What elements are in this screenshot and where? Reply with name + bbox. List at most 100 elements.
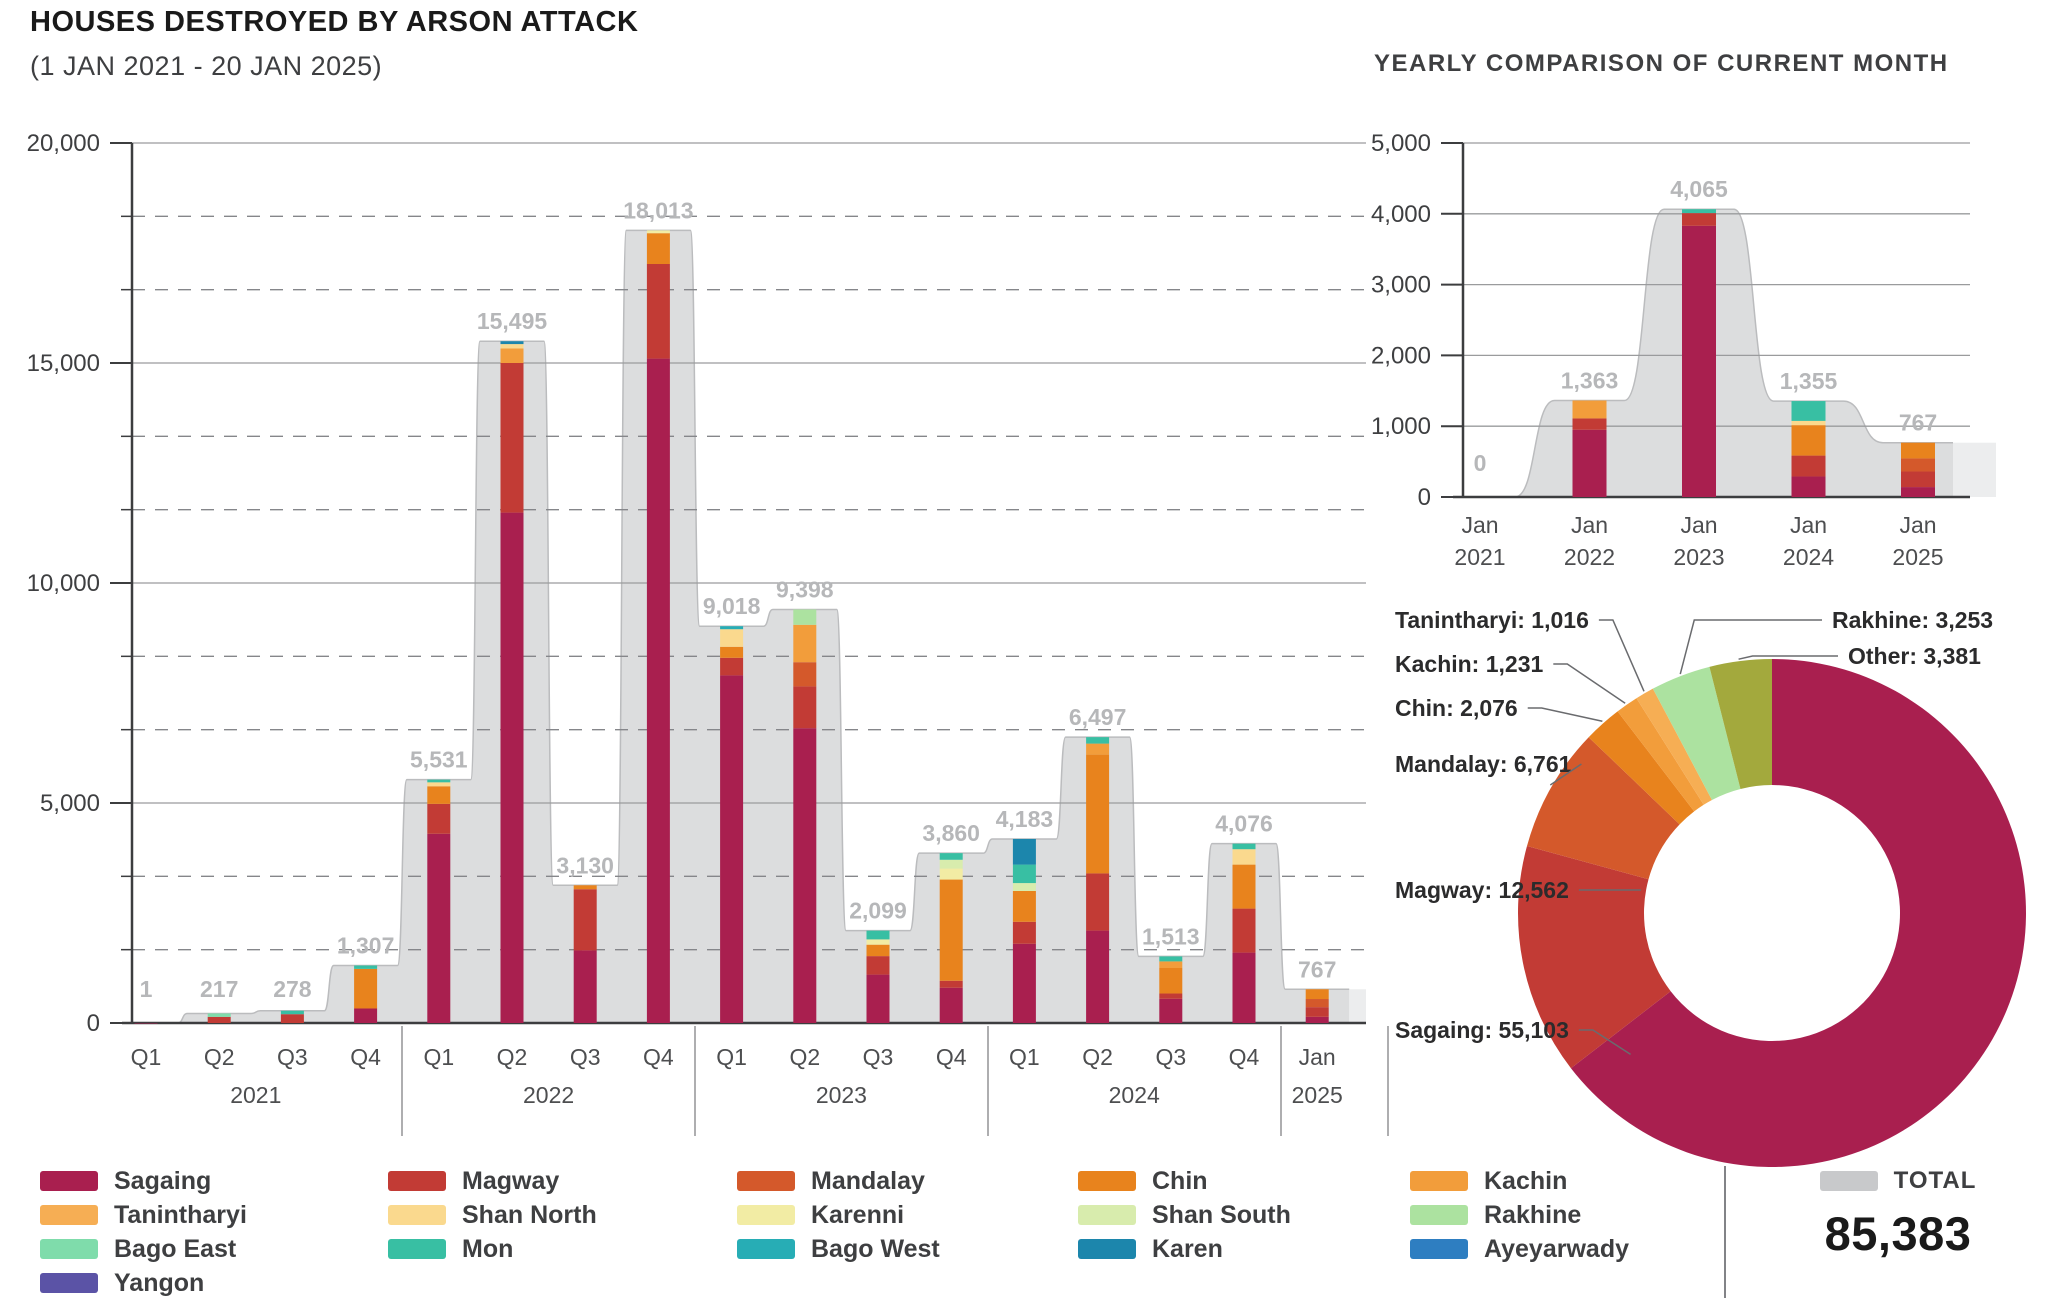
legend-label: Chin: [1152, 1166, 1208, 1195]
bar-segment-mandalay: [1305, 999, 1329, 1008]
x-label-quarter: Jan: [1571, 512, 1608, 538]
yearly-comparison-chart: 0 1,000 2,000 3,000 4,000 5,000 Jan 2021 Jan 2022…: [1371, 130, 1996, 570]
y-tick-label: 0: [1418, 484, 1431, 511]
legend-swatch-yangon: [40, 1273, 98, 1293]
donut-label-sagaing: Sagaing: 55,103: [1395, 1017, 1569, 1043]
x-label-year: 2021: [1454, 544, 1505, 570]
donut-slice-rakhine: [1652, 666, 1741, 800]
bar-value-label: 18,013: [623, 197, 693, 223]
bar-segment-chin: [939, 879, 963, 981]
bar-value-label: 0: [1474, 450, 1487, 476]
leader-line-sagaing: [1578, 1029, 1631, 1056]
legend-label: Mandalay: [811, 1166, 925, 1195]
bar-segment-karen: [1012, 838, 1036, 865]
total-area-extension: [1349, 989, 1366, 1023]
bar-segment-karenni: [646, 230, 670, 234]
bar-segment-mon: [1791, 401, 1826, 421]
bar-segment-rakhine: [793, 609, 817, 625]
x-label-quarter: Q4: [936, 1044, 967, 1070]
bar-segment-sagaing: [354, 1008, 378, 1023]
bar-segment-magway: [1086, 873, 1110, 931]
bar-segment-mon: [939, 853, 963, 860]
legend-label: Magway: [462, 1166, 560, 1195]
legend-column: Sagaing Tanintharyi Bago East Yangon: [40, 1164, 247, 1300]
bar-value-label: 1,307: [337, 932, 395, 958]
bar-segment-shan-north: [720, 629, 744, 647]
legend-label: Bago West: [811, 1234, 940, 1263]
bar-value-label: 1,355: [1780, 368, 1838, 394]
leader-line-tanintharyi: [1598, 619, 1645, 692]
bar-segment-karen: [500, 341, 524, 345]
bar-segment-sagaing: [1232, 952, 1256, 1023]
legend-swatch-shan-north: [388, 1205, 446, 1225]
bar-value-label: 3,860: [922, 820, 980, 846]
leader-line-rakhine: [1679, 619, 1822, 675]
legend-label: Karenni: [811, 1200, 905, 1229]
legend-item-kachin: Kachin: [1410, 1164, 1629, 1198]
donut-slice-chin: [1588, 711, 1695, 825]
bar-value-label: 767: [1899, 410, 1937, 436]
legend-item-chin: Chin: [1078, 1164, 1291, 1198]
bar-segment-sagaing: [939, 987, 963, 1023]
bar-value-label: 9,398: [776, 576, 834, 602]
x-label-quarter: Q4: [1229, 1044, 1260, 1070]
donut-label-kachin: Kachin: 1,231: [1395, 651, 1543, 677]
x-label-quarter: Jan: [1680, 512, 1717, 538]
x-label-quarter: Jan: [1461, 512, 1498, 538]
legend-label: Yangon: [114, 1268, 205, 1297]
donut-slice-mandalay: [1526, 737, 1680, 880]
leader-line-kachin: [1553, 663, 1626, 704]
bar-segment-chin: [866, 944, 890, 957]
bar-segment-sagaing: [646, 358, 670, 1024]
legend-item-magway: Magway: [388, 1164, 597, 1198]
x-label-quarter: Q2: [789, 1044, 820, 1070]
legend-swatch-chin: [1078, 1171, 1136, 1191]
bar-segment-chin: [1086, 754, 1110, 874]
bar-segment-mon: [354, 965, 378, 969]
bar-segment-chin: [1012, 891, 1036, 922]
x-label-quarter: Q2: [1082, 1044, 1113, 1070]
x-label-quarter: Q3: [570, 1044, 601, 1070]
x-label-year: 2024: [1783, 544, 1834, 570]
donut-label-rakhine: Rakhine: 3,253: [1832, 607, 1993, 633]
bar-segment-shan-north: [1791, 420, 1826, 426]
legend: Sagaing Tanintharyi Bago East Yangon Magway S…: [0, 1164, 2048, 1307]
bar-segment-magway: [1305, 1007, 1329, 1017]
bar-segment-sagaing: [573, 950, 597, 1023]
bar-segment-sagaing: [1682, 225, 1716, 497]
legend-item-bago-west: Bago West: [737, 1232, 940, 1266]
bar-segment-sagaing: [866, 974, 890, 1023]
total-row: TOTAL: [1756, 1166, 2040, 1196]
legend-label: Karen: [1152, 1234, 1223, 1263]
bar-segment-magway: [720, 657, 744, 676]
bar-segment-magway: [207, 1016, 231, 1023]
bar-value-label: 3,130: [556, 852, 614, 878]
legend-swatch-magway: [388, 1171, 446, 1191]
bar-segment-magway: [1901, 471, 1935, 488]
bar-segment-chin: [573, 885, 597, 890]
bar-segment-mon: [866, 930, 890, 940]
legend-swatch-mandalay: [737, 1171, 795, 1191]
bar-segment-chin: [427, 786, 451, 804]
x-label-quarter: Jan: [1299, 1044, 1336, 1070]
donut-slice-magway: [1518, 845, 1671, 1069]
donut-label-other: Other: 3,381: [1848, 643, 1981, 669]
bar-value-label: 4,183: [996, 806, 1054, 832]
legend-label: Shan South: [1152, 1200, 1291, 1229]
bar-segment-sagaing: [1572, 429, 1607, 497]
legend-item-karenni: Karenni: [737, 1198, 940, 1232]
total-area-outline: [1462, 208, 1953, 498]
bar-segment-sagaing: [1012, 943, 1036, 1023]
bar-segment-kachin: [1086, 743, 1110, 755]
donut-label-tanintharyi: Tanintharyi: 1,016: [1395, 607, 1589, 633]
bar-segment-mon: [1682, 209, 1716, 214]
leader-line-other: [1738, 655, 1838, 660]
legend-swatch-tanintharyi: [40, 1205, 98, 1225]
legend-swatch-bago-west: [737, 1239, 795, 1259]
page-subtitle: (1 JAN 2021 - 20 JAN 2025): [30, 51, 383, 81]
x-label-quarter: Jan: [1899, 512, 1936, 538]
total-area-outline: [131, 229, 1350, 1024]
bar-segment-sagaing: [1901, 487, 1935, 497]
legend-item-shan-south: Shan South: [1078, 1198, 1291, 1232]
